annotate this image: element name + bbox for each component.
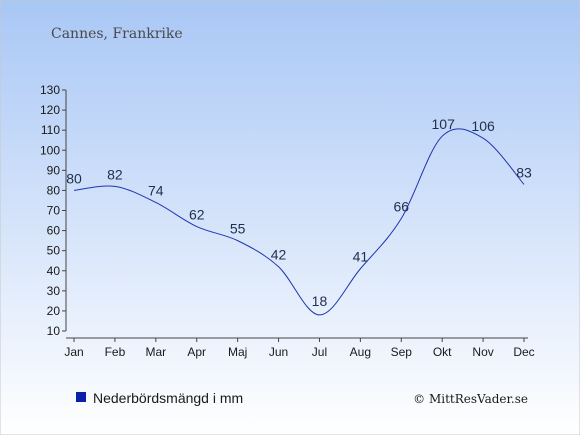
x-tick-label: Jul (312, 345, 327, 359)
data-label: 62 (189, 207, 205, 223)
data-label: 18 (312, 293, 328, 309)
data-label: 74 (148, 182, 164, 198)
data-label: 42 (271, 247, 287, 263)
data-label: 55 (230, 221, 246, 237)
y-tick-label: 50 (47, 244, 61, 258)
legend-swatch (76, 392, 86, 402)
x-tick-label: Mar (145, 345, 166, 359)
y-tick-label: 110 (41, 123, 60, 137)
x-tick-label: Okt (433, 345, 452, 359)
y-tick-label: 20 (47, 304, 61, 318)
x-tick-label: Jun (269, 345, 288, 359)
x-tick-label: Apr (187, 345, 206, 359)
data-label: 66 (393, 199, 409, 215)
legend: Nederbördsmängd i mm (76, 390, 243, 406)
data-label: 80 (66, 170, 82, 186)
y-tick-label: 40 (47, 264, 61, 278)
legend-label: Nederbördsmängd i mm (93, 390, 243, 406)
chart-subtitle: Cannes, Frankrike (51, 26, 183, 42)
x-tick-label: Maj (228, 345, 247, 359)
data-label: 82 (107, 166, 123, 182)
x-tick-label: Dec (513, 345, 534, 359)
x-tick-label: Nov (472, 345, 493, 359)
x-tick-label: Jan (64, 345, 83, 359)
data-labels: 80 82 74 62 55 42 18 41 66 107 106 83 (66, 116, 532, 309)
credit-text: © MittResVader.se (413, 392, 528, 406)
y-tick-label: 80 (47, 183, 61, 197)
data-label: 106 (471, 118, 495, 134)
y-tick-label: 120 (40, 103, 60, 117)
y-tick-label: 60 (47, 224, 61, 238)
x-tick-label: Aug (350, 345, 371, 359)
x-tick-label: Sep (391, 345, 413, 359)
y-tick-label: 10 (47, 324, 61, 338)
y-tick-label: 70 (47, 204, 61, 218)
precipitation-line (73, 128, 525, 316)
y-axis: 10 20 30 40 50 60 70 80 90 100 110 120 130 (40, 83, 67, 338)
y-tick-label: 90 (47, 163, 61, 177)
x-axis: Jan Feb Mar Apr Maj Jun Jul Aug Sep Okt Nov Dec (64, 337, 535, 359)
data-label: 41 (353, 249, 369, 265)
y-tick-label: 30 (47, 284, 61, 298)
data-label: 83 (516, 164, 532, 180)
data-label: 107 (432, 116, 456, 132)
x-tick-label: Feb (105, 345, 126, 359)
y-tick-label: 130 (40, 83, 60, 97)
y-tick-label: 100 (40, 143, 60, 157)
